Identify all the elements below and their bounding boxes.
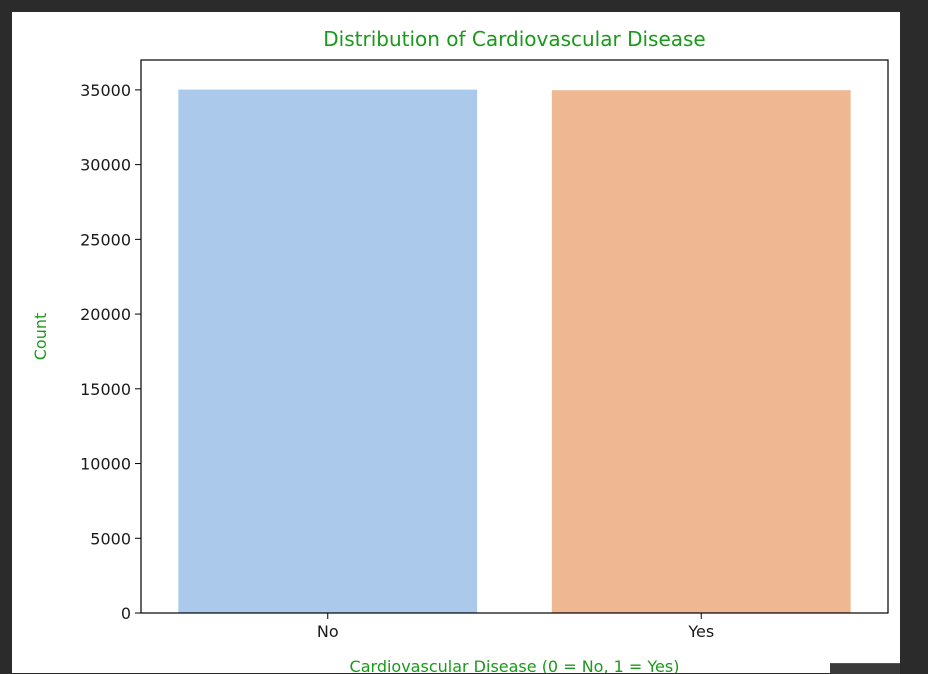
chart-title: Distribution of Cardiovascular Disease bbox=[323, 27, 706, 51]
x-tick-label: Yes bbox=[687, 622, 714, 641]
x-tick-label: No bbox=[317, 622, 339, 641]
axes-frame bbox=[140, 59, 889, 614]
y-axis-label: Count bbox=[31, 313, 50, 361]
y-tick-label: 10000 bbox=[80, 455, 131, 474]
y-tick-label: 15000 bbox=[80, 380, 131, 399]
y-tick-label: 35000 bbox=[80, 81, 131, 100]
bar-no bbox=[178, 89, 478, 614]
y-tick-label: 30000 bbox=[80, 156, 131, 175]
bar-chart: 0 5000 10000 15000 20000 25000 30000 35000 No Ye… bbox=[31, 27, 889, 673]
chart-figure: 0 5000 10000 15000 20000 25000 30000 35000 No Ye… bbox=[12, 12, 900, 673]
y-tick-label: 0 bbox=[121, 604, 131, 623]
y-tick-label: 5000 bbox=[90, 529, 131, 548]
y-tick-label: 25000 bbox=[80, 230, 131, 249]
y-tick-label: 20000 bbox=[80, 305, 131, 324]
bar-yes bbox=[551, 90, 851, 614]
scroll-corner bbox=[830, 663, 900, 674]
x-axis-label: Cardiovascular Disease (0 = No, 1 = Yes) bbox=[350, 657, 680, 673]
